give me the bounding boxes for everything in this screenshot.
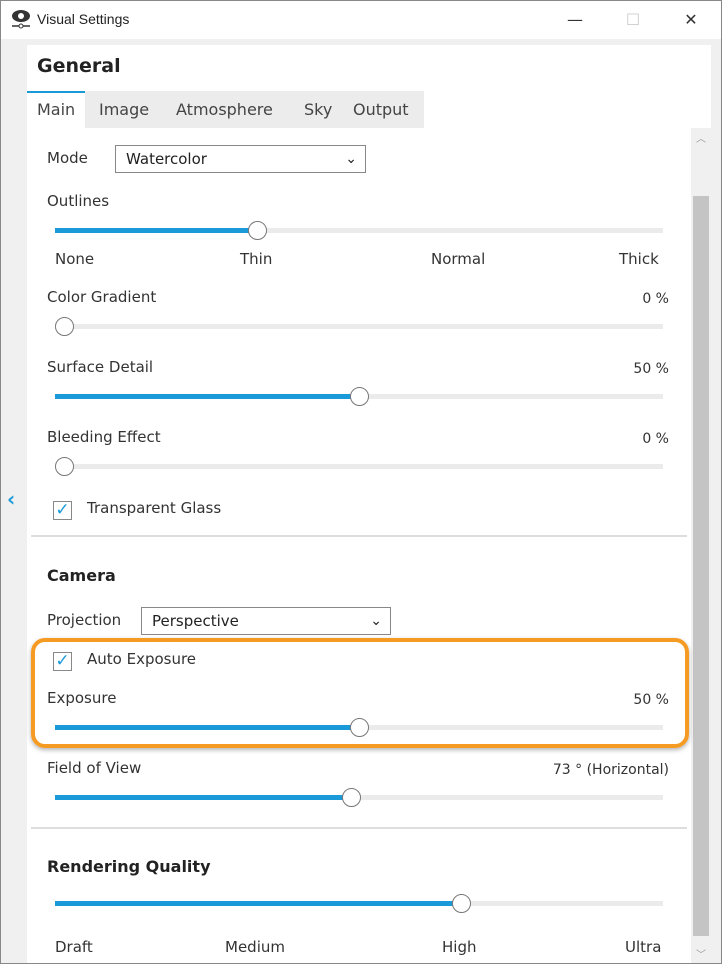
tab-bar: Main Image Atmosphere Sky Output — [27, 91, 424, 128]
color-gradient-label: Color Gradient — [47, 288, 157, 306]
slider-thumb[interactable] — [248, 221, 268, 240]
slider-fill — [55, 228, 258, 233]
mode-select[interactable]: Watercolor ⌄ — [115, 145, 366, 173]
mode-value: Watercolor — [126, 150, 207, 168]
field-of-view-value: 73 ° (Horizontal) — [552, 762, 669, 778]
outlines-label: Outlines — [47, 192, 110, 210]
page-title: General — [37, 55, 121, 77]
slider-thumb[interactable] — [451, 894, 471, 913]
tab-output[interactable]: Output — [353, 100, 409, 119]
slider-fill — [55, 795, 352, 800]
camera-heading: Camera — [47, 566, 116, 585]
divider — [31, 535, 687, 537]
slider-thumb[interactable] — [55, 457, 74, 476]
divider — [31, 827, 687, 829]
exposure-value: 50 % — [633, 692, 669, 708]
exposure-slider[interactable] — [55, 718, 663, 737]
transparent-glass-label: Transparent Glass — [87, 499, 222, 517]
tab-sky[interactable]: Sky — [304, 100, 333, 119]
auto-exposure-checkbox[interactable]: ✓ — [53, 652, 72, 671]
auto-exposure-label: Auto Exposure — [87, 650, 197, 668]
bleeding-effect-slider[interactable] — [55, 457, 663, 476]
slider-thumb[interactable] — [55, 317, 74, 336]
close-button[interactable]: ✕ — [684, 10, 698, 29]
tab-main[interactable]: Main — [27, 91, 86, 128]
window-title: Visual Settings — [37, 11, 130, 27]
slider-thumb[interactable] — [342, 788, 362, 807]
slider-fill — [55, 725, 359, 730]
tick-label: None — [55, 250, 95, 268]
scroll-down-icon[interactable]: ﹀ — [696, 950, 706, 961]
scrollbar[interactable]: ︿ ﹀ — [691, 128, 711, 963]
scrollbar-thumb[interactable] — [693, 196, 709, 936]
mode-label: Mode — [47, 149, 88, 167]
scroll-up-icon[interactable]: ︿ — [696, 134, 706, 145]
chevron-down-icon: ⌄ — [345, 151, 357, 167]
maximize-button[interactable]: ☐ — [625, 10, 641, 29]
bleeding-effect-value: 0 % — [642, 431, 669, 447]
tick-label: Ultra — [625, 938, 662, 956]
projection-select[interactable]: Perspective ⌄ — [141, 607, 391, 635]
highlight-box — [31, 638, 689, 748]
projection-label: Projection — [47, 611, 122, 629]
tick-label: Thin — [240, 250, 273, 268]
color-gradient-value: 0 % — [642, 291, 669, 307]
field-of-view-label: Field of View — [47, 759, 142, 777]
minimize-button[interactable]: — — [567, 10, 583, 29]
rendering-quality-heading: Rendering Quality — [47, 857, 211, 876]
tab-image[interactable]: Image — [99, 100, 150, 119]
tab-atmosphere[interactable]: Atmosphere — [176, 100, 273, 119]
slider-fill — [55, 901, 461, 906]
chevron-down-icon: ⌄ — [370, 613, 382, 629]
tick-label: High — [442, 938, 477, 956]
tick-label: Thick — [619, 250, 659, 268]
surface-detail-slider[interactable] — [55, 387, 663, 406]
title-bar: Visual Settings — ☐ ✕ — [1, 1, 721, 39]
transparent-glass-checkbox[interactable]: ✓ — [53, 501, 72, 520]
rendering-quality-slider[interactable] — [55, 894, 663, 913]
tick-label: Normal — [431, 250, 486, 268]
collapse-chevron-left-icon[interactable]: ‹ — [7, 487, 16, 511]
surface-detail-value: 50 % — [633, 361, 669, 377]
outlines-slider[interactable] — [55, 221, 663, 240]
tick-label: Medium — [225, 938, 285, 956]
eye-icon — [12, 10, 30, 29]
tick-label: Draft — [55, 938, 93, 956]
color-gradient-slider[interactable] — [55, 317, 663, 336]
projection-value: Perspective — [152, 612, 239, 630]
settings-panel: General Main Image Atmosphere Sky Output… — [27, 45, 711, 963]
slider-thumb[interactable] — [350, 387, 369, 406]
bleeding-effect-label: Bleeding Effect — [47, 428, 161, 446]
slider-thumb[interactable] — [350, 718, 369, 737]
exposure-label: Exposure — [47, 689, 117, 707]
field-of-view-slider[interactable] — [55, 788, 663, 807]
surface-detail-label: Surface Detail — [47, 358, 154, 376]
slider-fill — [55, 394, 359, 399]
